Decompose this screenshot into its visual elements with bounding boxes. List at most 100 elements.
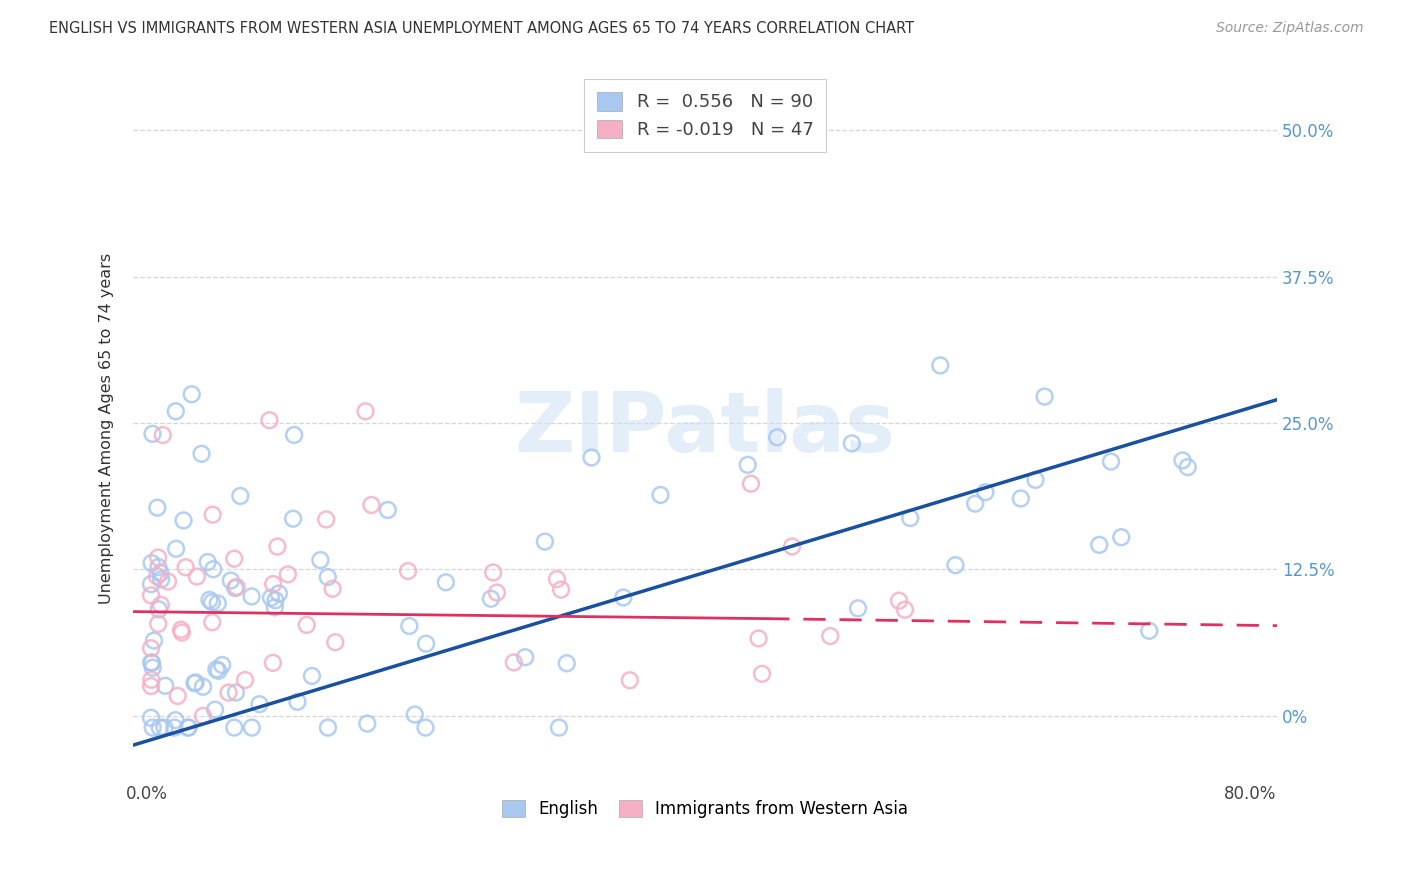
Point: [780, 540, 803, 554]
Point: [315, 512, 337, 526]
Point: [207, 596, 229, 610]
Point: [211, 658, 233, 673]
Point: [287, 695, 309, 709]
Point: [146, 569, 169, 583]
Point: [143, 633, 166, 648]
Point: [139, 588, 162, 602]
Point: [534, 534, 557, 549]
Point: [142, 721, 165, 735]
Point: [259, 413, 281, 427]
Point: [191, 709, 214, 723]
Point: [479, 591, 502, 606]
Point: [894, 603, 917, 617]
Point: [356, 716, 378, 731]
Point: [377, 503, 399, 517]
Point: [139, 577, 162, 591]
Point: [548, 721, 571, 735]
Point: [945, 558, 967, 573]
Point: [283, 428, 305, 442]
Point: [415, 637, 437, 651]
Point: [396, 564, 419, 578]
Point: [898, 511, 921, 525]
Point: [974, 485, 997, 500]
Point: [205, 662, 228, 676]
Point: [149, 566, 172, 580]
Point: [515, 650, 537, 665]
Point: [322, 582, 344, 596]
Point: [146, 550, 169, 565]
Point: [264, 593, 287, 607]
Point: [141, 656, 163, 670]
Point: [267, 586, 290, 600]
Point: [650, 488, 672, 502]
Point: [1109, 530, 1132, 544]
Point: [260, 591, 283, 605]
Point: [434, 575, 457, 590]
Point: [141, 426, 163, 441]
Point: [360, 498, 382, 512]
Point: [612, 591, 634, 605]
Point: [207, 664, 229, 678]
Point: [152, 428, 174, 442]
Point: [170, 623, 193, 637]
Point: [550, 582, 572, 597]
Point: [165, 404, 187, 418]
Point: [153, 721, 176, 735]
Point: [316, 721, 339, 735]
Point: [263, 600, 285, 615]
Point: [174, 560, 197, 574]
Point: [240, 590, 263, 604]
Point: [224, 551, 246, 566]
Point: [748, 632, 770, 646]
Point: [229, 489, 252, 503]
Point: [404, 707, 426, 722]
Point: [184, 675, 207, 690]
Point: [142, 661, 165, 675]
Point: [751, 666, 773, 681]
Point: [262, 577, 284, 591]
Legend: English, Immigrants from Western Asia: English, Immigrants from Western Asia: [495, 793, 915, 825]
Point: [218, 685, 240, 699]
Point: [740, 476, 762, 491]
Point: [1010, 491, 1032, 506]
Point: [277, 567, 299, 582]
Point: [165, 713, 187, 727]
Point: [198, 593, 221, 607]
Point: [219, 574, 242, 588]
Point: [737, 458, 759, 472]
Point: [180, 387, 202, 401]
Point: [186, 569, 208, 583]
Point: [316, 570, 339, 584]
Point: [301, 669, 323, 683]
Point: [177, 721, 200, 735]
Point: [323, 635, 346, 649]
Point: [183, 676, 205, 690]
Point: [156, 574, 179, 589]
Point: [887, 593, 910, 607]
Point: [166, 689, 188, 703]
Point: [929, 359, 952, 373]
Point: [170, 625, 193, 640]
Point: [139, 711, 162, 725]
Point: [225, 685, 247, 699]
Point: [141, 656, 163, 670]
Point: [581, 450, 603, 465]
Point: [173, 513, 195, 527]
Point: [555, 657, 578, 671]
Point: [139, 641, 162, 656]
Point: [155, 679, 177, 693]
Point: [148, 616, 170, 631]
Point: [295, 618, 318, 632]
Point: [191, 680, 214, 694]
Point: [149, 598, 172, 612]
Text: ZIPatlas: ZIPatlas: [515, 388, 896, 469]
Point: [309, 553, 332, 567]
Point: [150, 573, 173, 587]
Point: [141, 556, 163, 570]
Point: [1024, 473, 1046, 487]
Point: [1137, 624, 1160, 638]
Point: [502, 656, 524, 670]
Point: [201, 508, 224, 522]
Point: [225, 580, 247, 594]
Point: [281, 511, 304, 525]
